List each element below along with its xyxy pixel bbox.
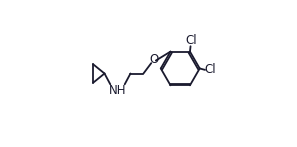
Text: NH: NH xyxy=(109,84,126,97)
Text: Cl: Cl xyxy=(186,34,197,47)
Text: Cl: Cl xyxy=(205,63,216,76)
Text: O: O xyxy=(149,53,158,66)
